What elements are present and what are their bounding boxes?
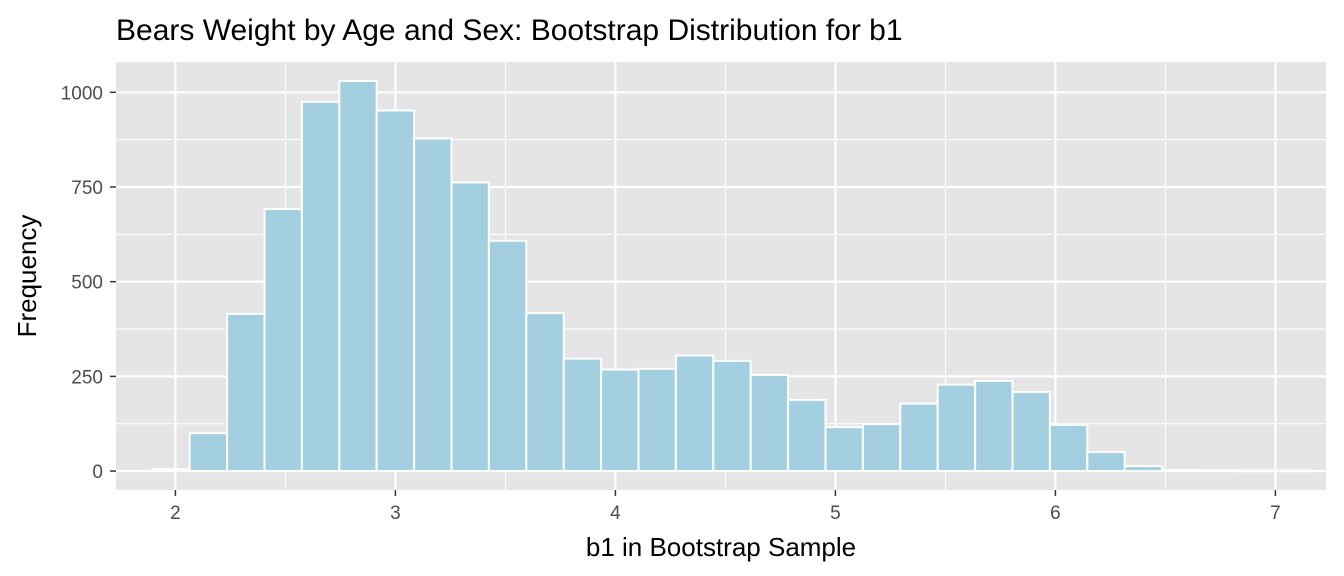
y-tick-label: 0 [92,462,103,483]
x-tick-label: 2 [170,503,181,524]
histogram-bar [450,181,490,473]
histogram-bar [749,373,790,473]
histogram-bar [1273,469,1313,473]
histogram-bar [226,312,266,473]
y-axis-title: Frequency [12,215,42,338]
histogram-bar [974,379,1014,473]
histogram-bar [936,383,977,473]
histogram-bar [300,100,341,473]
histogram-bar [1048,423,1089,473]
histogram-bar [787,398,827,473]
histogram-bar [674,354,715,473]
histogram-bar [1011,390,1051,473]
y-tick-label: 750 [71,178,103,199]
histogram-bar [712,359,752,473]
histogram-bar [1235,469,1276,473]
histogram-bar [525,312,565,473]
histogram-bar [1123,465,1164,473]
x-axis-title: b1 in Bootstrap Sample [586,532,856,562]
x-tick-label: 7 [1270,503,1281,524]
histogram-bar [899,402,939,473]
x-tick-label: 6 [1050,503,1061,524]
y-axis: 0 250 500 750 1000 [61,83,116,483]
histogram-bar [562,357,603,473]
histogram-bars [151,79,1313,473]
x-axis: 2 3 4 5 6 7 [170,490,1281,524]
histogram-bar [824,426,864,473]
histogram-bar [600,368,640,473]
histogram-bar [338,79,378,473]
histogram-bar [263,207,303,473]
y-tick-label: 250 [71,367,103,388]
histogram-bar [1198,469,1238,473]
histogram-bar [413,137,453,473]
histogram-bar [1086,451,1126,473]
y-tick-label: 500 [71,273,103,294]
x-tick-label: 3 [390,503,401,524]
y-tick-label: 1000 [61,83,103,104]
histogram-bar [375,109,416,473]
x-tick-label: 5 [830,503,841,524]
chart-title: Bears Weight by Age and Sex: Bootstrap D… [116,14,903,47]
x-tick-label: 4 [610,503,621,524]
histogram-bar [188,432,229,473]
histogram-bar [487,239,528,473]
histogram-bar [1161,468,1201,473]
histogram-bar [151,468,191,473]
histogram-bar [637,367,677,473]
histogram-bar [861,423,902,473]
